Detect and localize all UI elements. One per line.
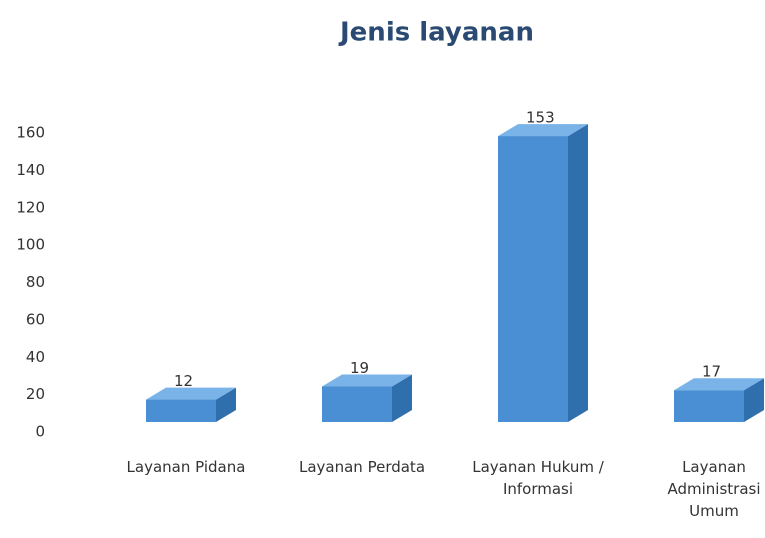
y-tick-label: 140 [16,161,45,179]
chart-title: Jenis layanan [338,18,534,48]
y-tick-label: 60 [26,310,45,328]
bar-top [322,374,412,387]
bar-side [216,387,236,422]
data-label: 12 [174,372,193,390]
bar-front [498,136,568,423]
bar-top [674,378,764,391]
bar-side [568,124,588,423]
y-tick-label: 40 [26,348,45,366]
bar [146,387,236,422]
bar-front [674,390,744,422]
bar-top [146,387,236,400]
bar [498,124,588,423]
bar [674,378,764,422]
y-tick-label: 0 [35,423,45,441]
y-tick-label: 120 [16,198,45,216]
y-tick-label: 20 [26,385,45,403]
data-label: 17 [702,363,721,381]
bar-side [744,378,764,422]
bar-top [498,124,588,137]
y-tick-label: 160 [16,124,45,142]
x-tick-label: Layanan Administrasi Umum [667,458,761,520]
x-tick-label: Layanan Pidana [126,458,246,476]
y-tick-label: 80 [26,273,45,291]
data-label: 19 [350,359,369,377]
y-tick-label: 100 [16,236,45,254]
bar-front [322,386,392,422]
bar-side [392,374,412,422]
x-tick-label: Layanan Perdata [298,458,426,476]
x-tick-label: Layanan Hukum / Informasi [472,458,604,498]
bar-front [146,399,216,422]
bar [322,374,412,422]
data-label: 153 [526,109,555,127]
